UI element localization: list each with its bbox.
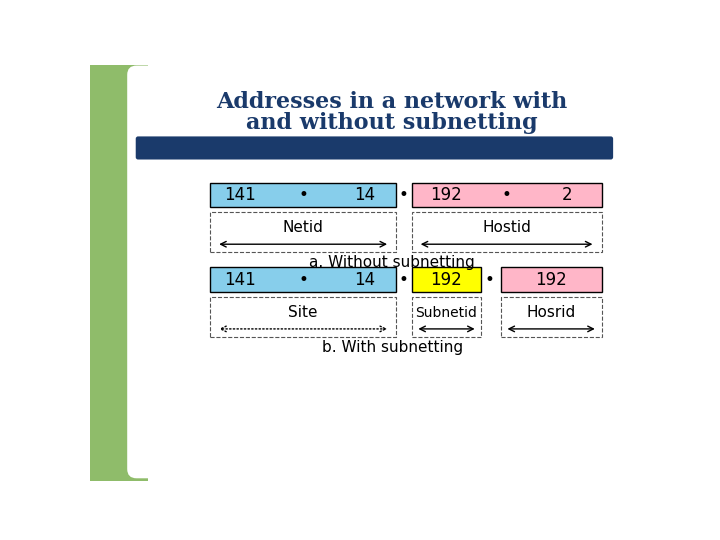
Text: 141: 141	[224, 271, 256, 288]
Bar	[500, 296, 601, 336]
Text: •: •	[399, 186, 409, 204]
FancyBboxPatch shape	[136, 137, 613, 159]
Text: b. With subnetting: b. With subnetting	[322, 340, 463, 355]
Text: a. Without subnetting: a. Without subnetting	[310, 255, 475, 270]
Bar	[500, 267, 601, 292]
Bar	[412, 296, 482, 336]
Text: and without subnetting: and without subnetting	[246, 112, 538, 133]
Text: 192: 192	[535, 271, 567, 288]
Text: 192: 192	[431, 186, 462, 204]
Bar	[90, 65, 148, 481]
Text: •: •	[484, 271, 494, 288]
Bar	[412, 267, 482, 292]
Text: •: •	[501, 186, 511, 204]
Bar	[412, 212, 601, 252]
Text: Hosrid: Hosrid	[526, 305, 576, 320]
Text: Hostid: Hostid	[482, 220, 531, 235]
Text: •: •	[399, 271, 409, 288]
Text: 14: 14	[354, 186, 376, 204]
Bar	[210, 296, 396, 336]
Text: 141: 141	[224, 186, 256, 204]
Bar	[210, 212, 396, 252]
Text: Addresses in a network with: Addresses in a network with	[217, 91, 568, 113]
Text: Subnetid: Subnetid	[415, 306, 477, 320]
Text: •: •	[298, 271, 308, 288]
Text: 192: 192	[431, 271, 462, 288]
Text: Site: Site	[289, 305, 318, 320]
Text: •: •	[298, 186, 308, 204]
Bar	[210, 183, 396, 207]
Text: 14: 14	[354, 271, 376, 288]
Text: 2: 2	[562, 186, 572, 204]
Bar	[210, 267, 396, 292]
Bar	[412, 183, 601, 207]
Text: Netid: Netid	[283, 220, 323, 235]
FancyBboxPatch shape	[127, 65, 648, 478]
